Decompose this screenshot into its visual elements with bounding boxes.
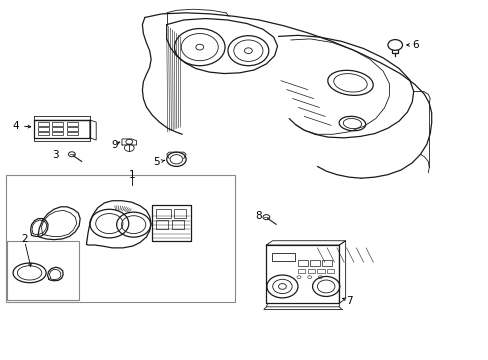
Text: 8: 8 <box>254 211 261 221</box>
Bar <box>271 252 294 261</box>
Text: 3: 3 <box>52 150 59 160</box>
Bar <box>38 132 48 135</box>
Bar <box>322 260 331 266</box>
Bar <box>156 220 168 229</box>
Text: 4: 4 <box>13 121 19 131</box>
Bar <box>67 132 78 135</box>
Bar <box>7 241 79 300</box>
Bar <box>38 127 48 131</box>
Bar <box>174 208 186 217</box>
Bar <box>317 269 324 273</box>
Bar <box>309 260 319 266</box>
Text: 6: 6 <box>411 40 418 50</box>
Bar <box>307 269 314 273</box>
Bar <box>38 122 48 126</box>
Bar <box>297 260 307 266</box>
Bar <box>297 269 305 273</box>
Text: 5: 5 <box>152 157 159 167</box>
Bar <box>156 208 170 217</box>
Bar <box>52 132 63 135</box>
Text: 9: 9 <box>111 140 117 150</box>
Bar <box>52 122 63 126</box>
Text: 1: 1 <box>128 170 135 180</box>
Bar <box>67 127 78 131</box>
Bar <box>171 220 183 229</box>
Bar <box>67 122 78 126</box>
Bar <box>326 269 334 273</box>
Text: 7: 7 <box>346 296 352 306</box>
Bar <box>52 127 63 131</box>
Bar <box>6 175 234 302</box>
Text: 2: 2 <box>21 234 28 244</box>
